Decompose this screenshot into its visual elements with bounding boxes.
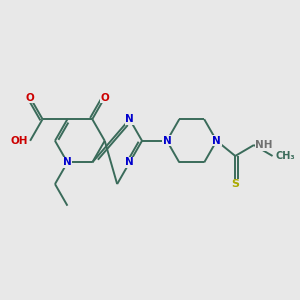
Text: CH₃: CH₃	[275, 151, 295, 161]
Text: NH: NH	[255, 140, 273, 150]
Text: OH: OH	[10, 136, 28, 146]
Text: O: O	[100, 92, 109, 103]
Text: S: S	[231, 179, 239, 189]
Text: N: N	[163, 136, 171, 146]
Text: N: N	[63, 158, 72, 167]
Text: O: O	[26, 92, 34, 103]
Text: N: N	[212, 136, 221, 146]
Text: N: N	[125, 158, 134, 167]
Text: N: N	[125, 114, 134, 124]
